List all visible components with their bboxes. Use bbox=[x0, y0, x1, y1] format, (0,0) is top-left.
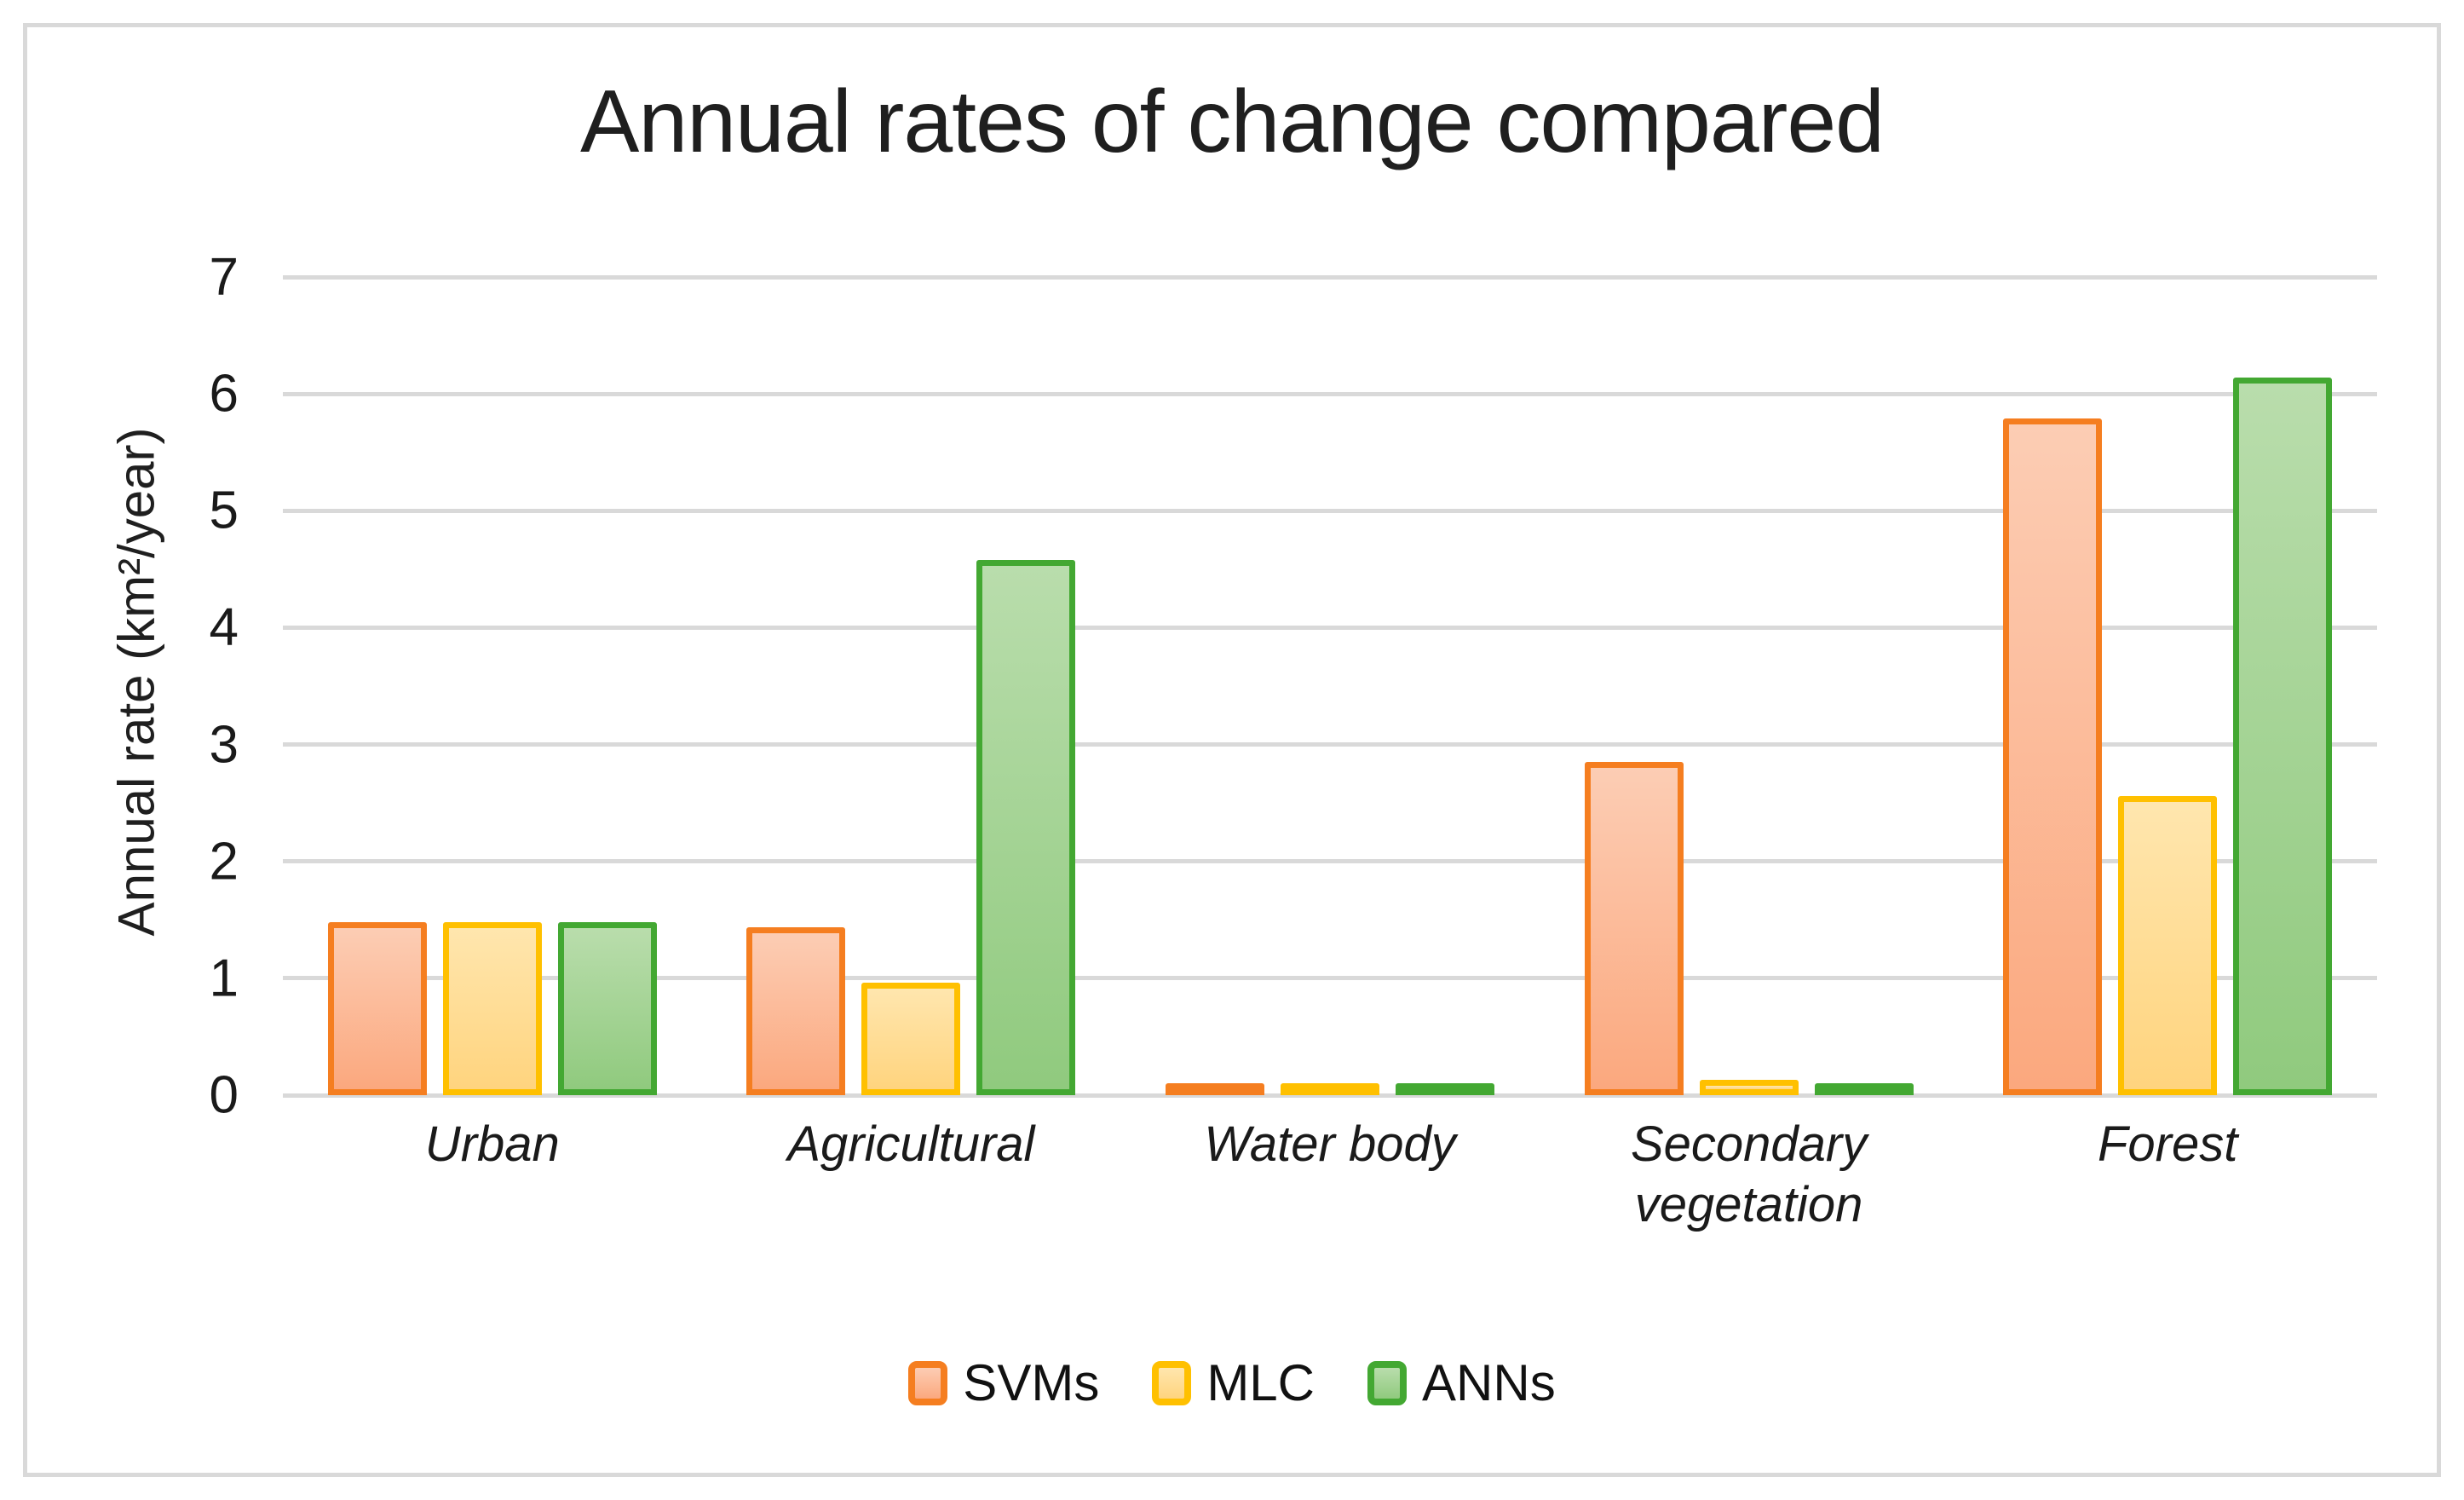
y-tick-label-3: 3 bbox=[209, 715, 239, 775]
plot-area bbox=[283, 274, 2377, 1098]
y-tick-label-2: 2 bbox=[209, 832, 239, 891]
legend-marker-mlc bbox=[1152, 1360, 1192, 1405]
bar-anns-urban bbox=[557, 922, 657, 1095]
y-tick-label-1: 1 bbox=[209, 949, 239, 1008]
bar-anns-agricultural bbox=[976, 559, 1076, 1095]
legend-label-svms: SVMs bbox=[963, 1354, 1100, 1411]
bar-mlc-water-body bbox=[1280, 1083, 1379, 1095]
x-category-label-urban: Urban bbox=[424, 1116, 560, 1172]
x-category-label-secondary-vegetation: Secondary vegetation bbox=[1630, 1116, 1868, 1232]
bar-group-water-body bbox=[1120, 277, 1540, 1095]
bar-svms-agricultural bbox=[746, 926, 846, 1095]
legend-item-svms: SVMs bbox=[908, 1353, 1099, 1412]
x-category-label-agricultural: Agricultural bbox=[787, 1116, 1035, 1172]
bar-mlc-forest bbox=[2118, 795, 2218, 1095]
y-axis-title: Annual rate (km²/year) bbox=[107, 427, 165, 937]
legend-label-mlc: MLC bbox=[1206, 1354, 1315, 1411]
y-tick-label-7: 7 bbox=[209, 247, 239, 307]
legend: SVMs MLC ANNs bbox=[0, 1353, 2464, 1412]
chart-title: Annual rates of change compared bbox=[579, 72, 1885, 171]
bar-anns-secondary-vegetation bbox=[1814, 1083, 1914, 1095]
gridline-y-7 bbox=[283, 274, 2377, 280]
bar-svms-water-body bbox=[1165, 1083, 1264, 1095]
bar-svms-urban bbox=[327, 922, 427, 1095]
gridline-y-2 bbox=[283, 859, 2377, 864]
gridline-y-4 bbox=[283, 625, 2377, 630]
gridline-y-5 bbox=[283, 508, 2377, 513]
bar-mlc-secondary-vegetation bbox=[1699, 1080, 1799, 1095]
gridline-y-0 bbox=[283, 1093, 2377, 1098]
bar-group-agricultural bbox=[702, 277, 1121, 1095]
gridline-y-3 bbox=[283, 742, 2377, 747]
legend-item-anns: ANNs bbox=[1367, 1353, 1556, 1412]
bar-anns-water-body bbox=[1395, 1083, 1494, 1095]
legend-item-mlc: MLC bbox=[1152, 1353, 1315, 1412]
gridline-y-6 bbox=[283, 391, 2377, 396]
y-tick-label-0: 0 bbox=[209, 1065, 239, 1125]
bar-mlc-agricultural bbox=[861, 983, 961, 1095]
bar-group-forest bbox=[1958, 277, 2377, 1095]
bar-group-secondary-vegetation bbox=[1540, 277, 1959, 1095]
y-tick-label-6: 6 bbox=[209, 364, 239, 424]
y-tick-label-5: 5 bbox=[209, 481, 239, 540]
x-category-label-forest: Forest bbox=[2098, 1116, 2238, 1172]
y-tick-label-4: 4 bbox=[209, 597, 239, 657]
bar-mlc-urban bbox=[442, 922, 542, 1095]
legend-marker-svms bbox=[908, 1360, 948, 1405]
bar-anns-forest bbox=[2233, 377, 2333, 1095]
legend-label-anns: ANNs bbox=[1422, 1354, 1556, 1411]
bar-svms-secondary-vegetation bbox=[1584, 762, 1684, 1095]
bar-svms-forest bbox=[2003, 418, 2103, 1095]
x-category-label-water-body: Water body bbox=[1204, 1116, 1456, 1172]
legend-marker-anns bbox=[1367, 1360, 1408, 1405]
gridline-y-1 bbox=[283, 976, 2377, 981]
bar-group-urban bbox=[283, 277, 702, 1095]
